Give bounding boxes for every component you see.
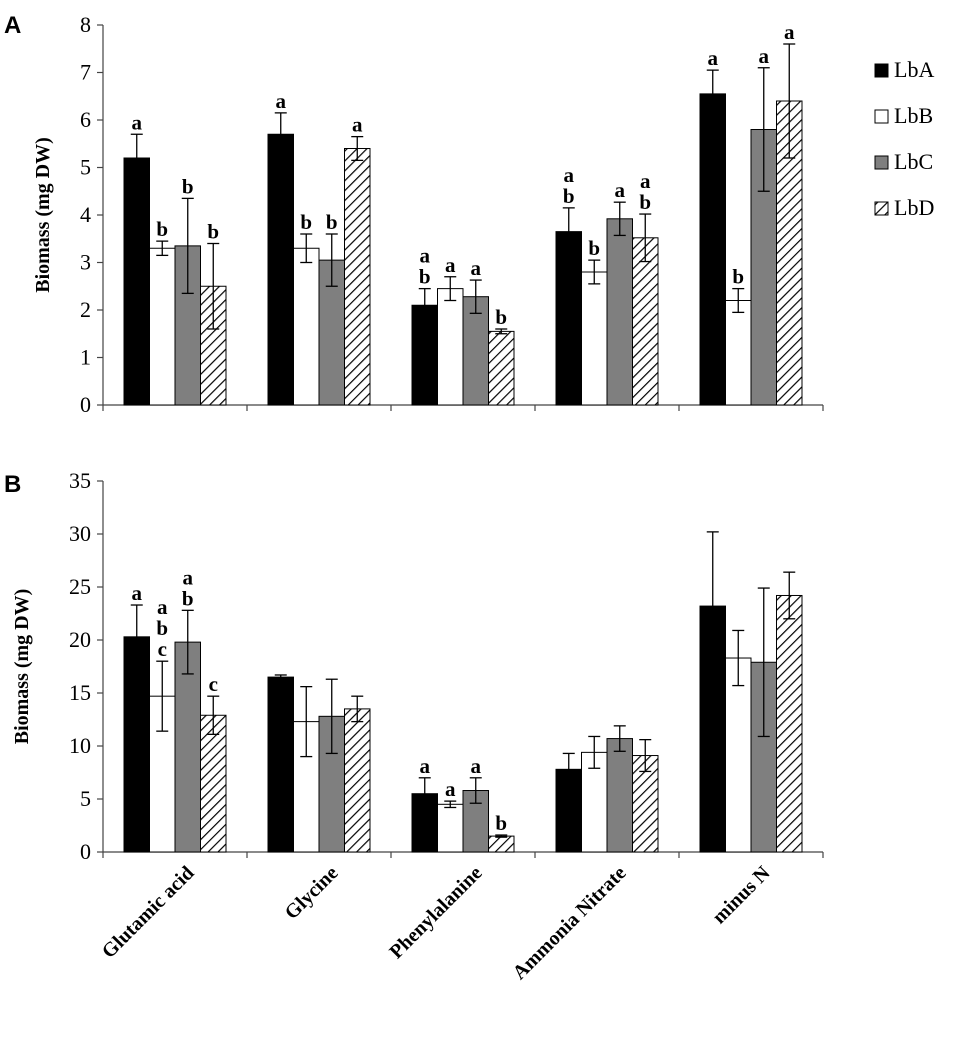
category-label-minus-n: minus N <box>708 862 775 929</box>
bar-lba-glycine <box>267 676 294 853</box>
legend-label-lbd: LbD <box>894 195 934 220</box>
bar-lba-minus-n <box>699 93 726 406</box>
significance-label: b <box>732 265 744 289</box>
y-tick-label: 8 <box>80 12 91 37</box>
bar-lbd-glutamic-acid <box>200 714 227 853</box>
bar-lbb-phenylalanine <box>437 803 464 853</box>
significance-label: c <box>209 672 218 696</box>
significance-label: b <box>182 174 194 198</box>
significance-label: b <box>207 220 219 244</box>
y-tick-label: 3 <box>80 250 91 275</box>
y-tick-label: 10 <box>69 733 91 758</box>
significance-label: b <box>495 811 507 835</box>
significance-label: a <box>352 113 363 137</box>
bar-lbb-minus-n <box>725 657 752 853</box>
significance-label: a <box>276 89 287 113</box>
significance-label: b <box>326 210 338 234</box>
legend-swatch-lbb <box>874 109 889 124</box>
y-tick-label: 6 <box>80 107 91 132</box>
y-tick-label: 30 <box>69 521 91 546</box>
panel-a-chart: A LbA LbB LbC LbD 0 1 2 3 4 5 6 7 8 Biomass (mg DW) a… <box>4 12 934 417</box>
category-label-phenylalanine: Phenylalanine <box>385 862 486 963</box>
significance-label: b <box>639 190 651 214</box>
y-tick-label: 20 <box>69 627 91 652</box>
bar-lbd-minus-n <box>776 594 803 853</box>
significance-label: b <box>300 210 312 234</box>
legend-swatch-lba <box>874 63 889 78</box>
bar-lba-glutamic-acid <box>123 636 150 853</box>
bar-lbc-ammonia-nitrate <box>606 738 633 853</box>
bar-lba-glycine <box>267 133 294 406</box>
panel-a-letter: A <box>4 12 21 39</box>
legend-swatch-lbd <box>874 201 889 216</box>
significance-label: b <box>419 265 431 289</box>
y-tick-label: 0 <box>80 392 91 417</box>
bar-lba-ammonia-nitrate <box>555 231 582 406</box>
panel-b-letter: B <box>4 471 21 498</box>
bar-lbd-ammonia-nitrate <box>632 237 659 406</box>
significance-label: a <box>132 110 143 134</box>
y-tick-label: 5 <box>80 155 91 180</box>
bar-lba-glutamic-acid <box>123 157 150 406</box>
y-tick-label: 35 <box>69 468 91 493</box>
significance-label: a <box>471 754 482 778</box>
significance-label: b <box>588 236 600 260</box>
legend-label-lbb: LbB <box>894 103 933 128</box>
bar-lbd-phenylalanine <box>488 330 515 406</box>
category-label-glycine: Glycine <box>281 862 343 924</box>
significance-label: a <box>784 20 795 44</box>
significance-label: b <box>495 305 507 329</box>
bar-lbc-ammonia-nitrate <box>606 218 633 406</box>
significance-label: a <box>708 46 719 70</box>
bar-lbd-glycine <box>344 148 371 406</box>
y-tick-label: 4 <box>80 202 91 227</box>
significance-label: a <box>183 565 194 589</box>
category-label-glutamic-acid: Glutamic acid <box>98 862 199 963</box>
significance-label: a <box>471 256 482 280</box>
significance-label: b <box>182 586 194 610</box>
significance-label: a <box>564 163 575 187</box>
legend-label-lba: LbA <box>894 57 934 82</box>
significance-label: a <box>132 581 143 605</box>
bar-lbd-glycine <box>344 708 371 853</box>
y-tick-label: 5 <box>80 786 91 811</box>
y-tick-label: 0 <box>80 839 91 864</box>
bar-lbb-ammonia-nitrate <box>581 271 608 406</box>
bar-lbb-glutamic-acid <box>149 247 176 406</box>
y-tick-label: 7 <box>80 60 91 85</box>
significance-label: a <box>420 244 431 268</box>
significance-label: a <box>157 595 168 619</box>
significance-label: a <box>445 253 456 277</box>
legend-label-lbc: LbC <box>894 149 933 174</box>
significance-label: b <box>156 217 168 241</box>
category-label-ammonia-nitrate: Ammonia Nitrate <box>509 862 631 984</box>
significance-label: c <box>158 637 167 661</box>
significance-label: a <box>420 754 431 778</box>
legend: LbA LbB LbC LbD <box>874 57 934 220</box>
significance-label: b <box>563 184 575 208</box>
bar-lbb-minus-n <box>725 300 752 406</box>
y-tick-label: 25 <box>69 574 91 599</box>
significance-label: a <box>759 44 770 68</box>
bar-lbb-glycine <box>293 247 320 406</box>
bar-lbb-phenylalanine <box>437 288 464 406</box>
y-axis-title: Biomass (mg DW) <box>11 589 33 745</box>
legend-swatch-lbc <box>874 155 889 170</box>
y-tick-label: 1 <box>80 345 91 370</box>
bar-lbd-phenylalanine <box>488 835 515 853</box>
significance-label: a <box>615 178 626 202</box>
y-tick-label: 2 <box>80 297 91 322</box>
y-axis-title: Biomass (mg DW) <box>32 137 54 293</box>
significance-label: a <box>640 169 651 193</box>
significance-label: b <box>156 616 168 640</box>
y-tick-label: 15 <box>69 680 91 705</box>
significance-label: a <box>445 777 456 801</box>
